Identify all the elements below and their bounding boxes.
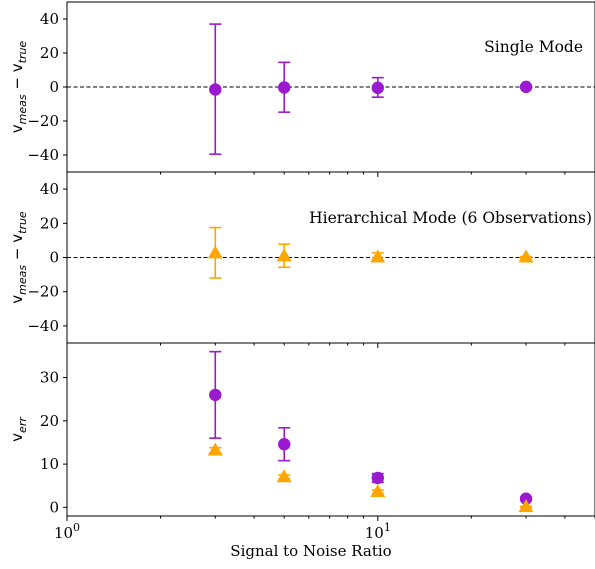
y-axis-label: vmeas − vtrue <box>8 211 29 304</box>
y-tick-label: 0 <box>49 249 59 267</box>
data-point-triangle <box>518 499 534 513</box>
data-point-circle <box>519 80 533 94</box>
data-point-triangle <box>370 249 386 263</box>
data-point-circle <box>519 492 533 505</box>
y-axis-label: vmeas − vtrue <box>8 41 29 134</box>
y-tick-label: 40 <box>40 10 59 28</box>
panel-middle: −40 −20 0 20 40 vmeas − vtrue Hierarchical Mod… <box>8 171 595 348</box>
data-point-triangle <box>276 469 292 483</box>
data-point-triangle <box>276 248 292 262</box>
data-point-triangle <box>207 245 223 259</box>
data-point-triangle <box>518 249 534 263</box>
data-point-circle <box>278 81 291 94</box>
x-tick-label: 100 <box>54 521 80 542</box>
y-tick-label: 0 <box>49 78 59 96</box>
y-tick-label: 20 <box>40 412 59 430</box>
panel-top: −40 −20 0 20 40 vmeas − vtrue Single Mode <box>8 1 595 177</box>
x-axis-label: Signal to Noise Ratio <box>230 542 391 560</box>
panel-annotation: Single Mode <box>484 38 583 56</box>
y-axis-label: verr <box>8 416 29 442</box>
y-tick-label: −20 <box>27 283 59 301</box>
y-tick-label: 0 <box>49 498 59 516</box>
y-tick-label: 20 <box>40 44 59 62</box>
x-tick-label: 101 <box>365 521 391 542</box>
data-point-circle <box>371 81 384 95</box>
y-tick-label: −20 <box>27 112 59 130</box>
y-tick-label: 20 <box>40 214 59 232</box>
data-point-triangle <box>370 483 386 497</box>
y-tick-label: −40 <box>27 146 59 164</box>
y-tick-label: −40 <box>27 317 59 335</box>
axes-frame <box>66 342 595 517</box>
data-point-circle <box>209 83 222 96</box>
data-point-circle <box>278 438 291 451</box>
y-tick-label: 40 <box>40 180 59 198</box>
y-tick-label: 30 <box>40 369 59 387</box>
data-point-circle <box>371 471 384 485</box>
y-tick-label: 10 <box>40 455 59 473</box>
panel-annotation: Hierarchical Mode (6 Observations) <box>309 209 592 227</box>
data-point-circle <box>209 388 222 402</box>
data-point-triangle <box>207 442 223 456</box>
